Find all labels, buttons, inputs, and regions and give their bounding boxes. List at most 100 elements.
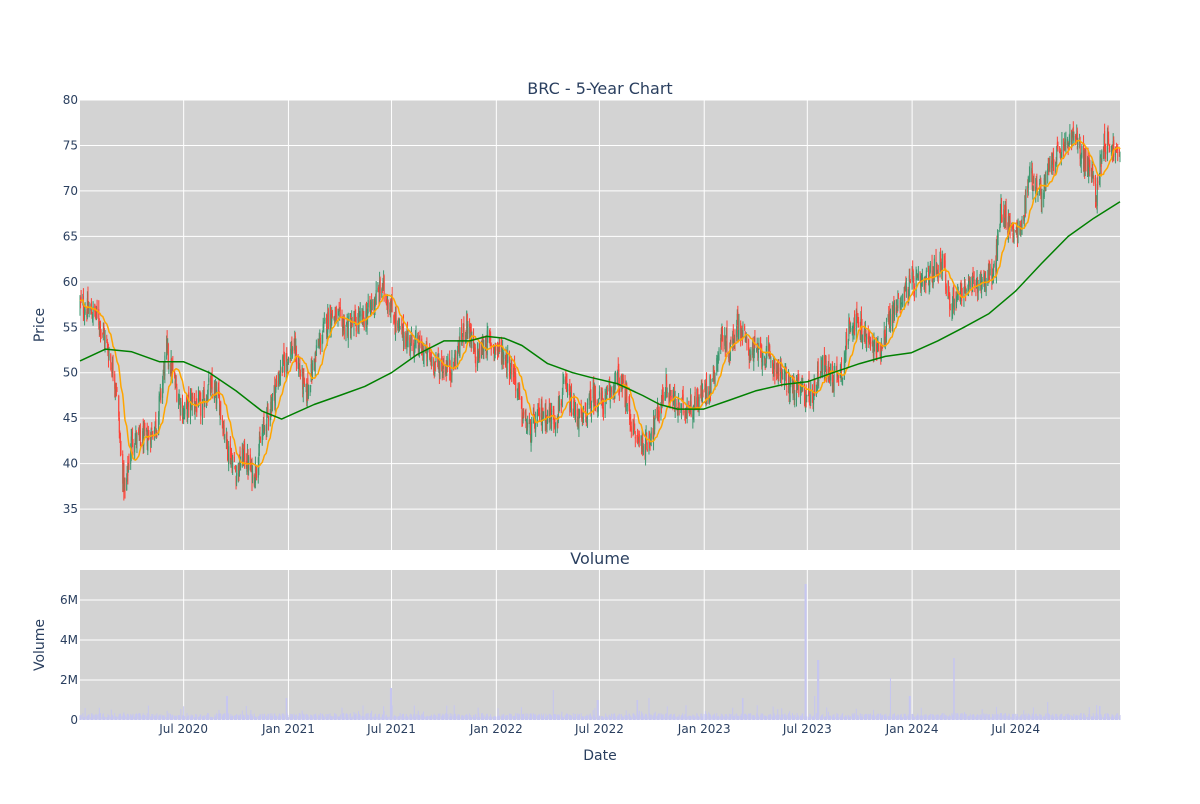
candle-body <box>166 338 168 345</box>
candle-body <box>544 404 546 424</box>
candle-body <box>566 382 568 388</box>
candle-body <box>616 373 618 375</box>
candle-body <box>139 429 141 435</box>
candle-body <box>506 353 508 369</box>
candle-body <box>168 364 170 367</box>
candle-body <box>430 354 432 360</box>
candle-body <box>467 324 469 334</box>
candle-body <box>553 420 555 425</box>
candle-body <box>944 260 946 269</box>
candle-body <box>943 256 945 263</box>
candle-body <box>572 412 574 415</box>
candle-body <box>203 389 205 410</box>
candle-body <box>167 343 169 362</box>
candle-body <box>147 432 149 434</box>
candle-body <box>557 400 559 421</box>
candle-body <box>574 406 576 415</box>
candle-body <box>1107 128 1109 139</box>
candle-body <box>712 365 714 380</box>
candle-body <box>228 446 230 465</box>
candle-body <box>275 383 277 390</box>
candle-body <box>528 419 530 424</box>
candle-body <box>506 360 508 371</box>
candle-body <box>907 289 909 300</box>
candle-body <box>194 407 196 413</box>
candle-body <box>1116 148 1118 153</box>
candle-body <box>499 341 501 346</box>
candle-body <box>1005 208 1007 225</box>
candle-body <box>949 309 951 311</box>
candle-body <box>377 287 379 292</box>
candle-body <box>119 434 121 440</box>
candle-body <box>896 307 898 317</box>
candle-body <box>593 384 595 406</box>
candle-body <box>948 285 950 297</box>
candle-body <box>598 400 600 402</box>
candle-body <box>190 394 192 399</box>
price-y-tick-label: 75 <box>63 138 78 152</box>
candle-body <box>795 377 797 402</box>
candle-body <box>220 401 222 416</box>
candle-body <box>465 335 467 339</box>
candle-body <box>1052 152 1054 159</box>
candle-body <box>1065 139 1067 147</box>
candle-body <box>887 314 889 321</box>
candle-body <box>299 373 301 376</box>
candle-body <box>565 378 567 386</box>
candle-body <box>233 456 235 462</box>
candle-body <box>1039 182 1041 195</box>
candle-body <box>821 364 823 370</box>
candle-body <box>662 389 664 400</box>
candle-body <box>325 318 327 324</box>
candle-body <box>725 333 727 337</box>
candle-body <box>254 480 256 486</box>
candle-body <box>996 242 998 259</box>
candle-body <box>879 344 881 356</box>
candle-body <box>629 398 631 420</box>
candle-body <box>545 422 547 428</box>
candle-body <box>385 300 387 305</box>
candle-body <box>504 356 506 366</box>
candle-body <box>331 310 333 317</box>
candle-body <box>335 306 337 324</box>
candle-body <box>563 379 565 384</box>
candle-body <box>1051 161 1053 168</box>
candle-body <box>706 392 708 402</box>
candle-body <box>339 307 341 311</box>
candle-body <box>855 314 857 332</box>
candle-body <box>756 349 758 351</box>
candle-body <box>146 427 148 432</box>
candle-body <box>1080 157 1082 164</box>
candle-body <box>371 299 373 311</box>
candle-body <box>552 410 554 412</box>
candle-body <box>605 390 607 400</box>
candle-body <box>933 271 935 274</box>
candle-body <box>1008 213 1010 231</box>
candle-body <box>803 385 805 401</box>
candle-body <box>864 330 866 338</box>
price-y-tick-label: 65 <box>63 229 78 243</box>
candle-body <box>450 373 452 380</box>
candle-body <box>475 356 477 367</box>
candle-body <box>526 426 528 433</box>
candle-body <box>183 411 185 417</box>
candle-body <box>390 305 392 320</box>
candle-body <box>310 364 312 382</box>
candle-body <box>993 266 995 279</box>
candle-body <box>442 371 444 373</box>
candle-body <box>1029 171 1031 175</box>
candle-body <box>138 428 140 437</box>
candle-body <box>114 374 116 389</box>
candle-body <box>1036 180 1038 192</box>
candle-body <box>837 376 839 380</box>
candle-body <box>539 413 541 422</box>
candle-body <box>770 361 772 363</box>
candle-body <box>856 317 858 321</box>
candle-body <box>215 389 217 403</box>
candle-body <box>911 272 913 282</box>
candle-body <box>167 343 169 349</box>
candle-body <box>696 397 698 409</box>
candle-body <box>592 386 594 399</box>
candle-body <box>1040 198 1042 207</box>
candle-body <box>490 335 492 341</box>
